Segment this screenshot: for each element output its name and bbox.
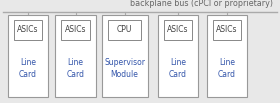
Text: ASICs: ASICs bbox=[216, 25, 237, 34]
FancyBboxPatch shape bbox=[14, 20, 42, 40]
Text: backplane bus (cPCI or proprietary): backplane bus (cPCI or proprietary) bbox=[130, 0, 273, 8]
Text: Line
Card: Line Card bbox=[19, 58, 37, 79]
FancyBboxPatch shape bbox=[213, 20, 241, 40]
Text: ASICs: ASICs bbox=[17, 25, 39, 34]
Text: Supervisor
Module: Supervisor Module bbox=[104, 58, 145, 79]
FancyBboxPatch shape bbox=[55, 15, 96, 97]
Text: Line
Card: Line Card bbox=[169, 58, 187, 79]
Text: Line
Card: Line Card bbox=[67, 58, 85, 79]
FancyBboxPatch shape bbox=[206, 15, 247, 97]
Text: Line
Card: Line Card bbox=[218, 58, 236, 79]
FancyBboxPatch shape bbox=[8, 15, 48, 97]
Text: ASICs: ASICs bbox=[167, 25, 188, 34]
FancyBboxPatch shape bbox=[101, 15, 148, 97]
FancyBboxPatch shape bbox=[164, 20, 192, 40]
Text: CPU: CPU bbox=[117, 25, 132, 34]
FancyBboxPatch shape bbox=[157, 15, 198, 97]
FancyBboxPatch shape bbox=[61, 20, 90, 40]
FancyBboxPatch shape bbox=[108, 20, 141, 40]
Text: ASICs: ASICs bbox=[65, 25, 86, 34]
